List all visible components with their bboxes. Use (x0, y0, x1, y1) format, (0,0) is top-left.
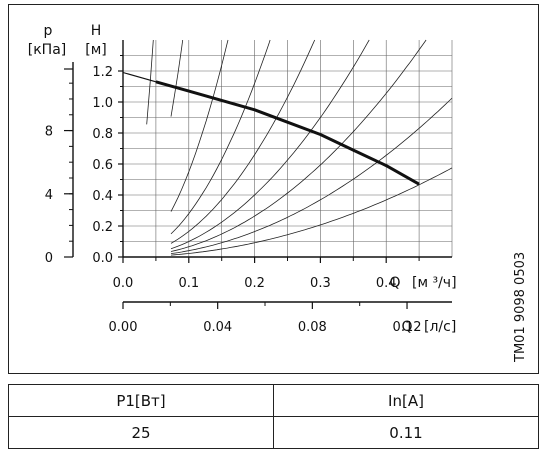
p-axis-label: p (44, 23, 53, 39)
h-tick-label: 0.0 (92, 251, 113, 266)
table-value-row: 25 0.11 (8, 416, 539, 449)
h-tick-label: 1.0 (92, 96, 113, 111)
axes-group: 0.0 0.2 0.4 0.6 0.8 1.0 1.2 0 4 8 0.0 0.1 0.2 0.3 0.4 0… (45, 40, 452, 335)
q-ls-tick-label: 0.12 (393, 320, 422, 335)
system-curve (170, 39, 184, 117)
q-ls-tick-label: 0.04 (203, 320, 232, 335)
q-m3h-axis-unit: [м ³/ч] (412, 275, 457, 291)
p-tick-label: 8 (45, 125, 53, 140)
system-curves (146, 39, 453, 256)
p-tick-label: 0 (45, 251, 53, 266)
p-tick-label: 4 (45, 188, 53, 203)
system-curve (170, 39, 316, 244)
q-m3h-axis-label: Q (389, 275, 400, 291)
pump-curve-thin (122, 71, 420, 185)
side-reference-label: TM01 9098 0503 (513, 252, 528, 363)
specs-table: P1[Вт] In[A] 25 0.11 (8, 384, 539, 449)
system-curve (170, 167, 453, 256)
q-m3h-tick-label: 0.1 (178, 276, 199, 291)
system-curve (170, 39, 427, 252)
system-curve (146, 39, 154, 125)
h-tick-label: 0.4 (92, 189, 113, 204)
system-curve (170, 39, 229, 212)
q-m3h-tick-label: 0.2 (244, 276, 265, 291)
q-ls-tick-label: 0.00 (109, 320, 138, 335)
pump-curve (155, 80, 420, 186)
h-tick-label: 1.2 (92, 65, 113, 80)
q-m3h-tick-label: 0.4 (376, 276, 397, 291)
p-axis-unit: [кПа] (28, 42, 67, 58)
h-axis-label: H (91, 23, 102, 39)
q-m3h-tick-label: 0.0 (113, 276, 134, 291)
q-m3h-tick-label: 0.3 (310, 276, 331, 291)
system-curve (170, 39, 370, 250)
grid (123, 40, 453, 257)
chart-frame (8, 4, 539, 374)
h-tick-label: 0.2 (92, 220, 113, 235)
value-p1: 25 (8, 416, 274, 449)
h-axis-unit: [м] (85, 42, 107, 58)
system-curve (170, 39, 271, 235)
pump-performance-chart: 0.0 0.2 0.4 0.6 0.8 1.0 1.2 0 4 8 0.0 0.1 0.2 0.3 0.4 0… (28, 23, 528, 363)
system-curve (170, 97, 453, 254)
h-tick-label: 0.8 (92, 127, 113, 142)
q-ls-axis-label: Q (401, 319, 412, 335)
pump-curve-group (122, 71, 420, 186)
q-ls-axis-unit: [л/с] (424, 319, 456, 335)
header-p1: P1[Вт] (8, 384, 274, 417)
header-in: In[A] (273, 384, 539, 417)
q-ls-tick-label: 0.08 (298, 320, 327, 335)
h-tick-label: 0.6 (92, 158, 113, 173)
table-header-row: P1[Вт] In[A] (8, 384, 539, 417)
value-in: 0.11 (273, 416, 539, 449)
